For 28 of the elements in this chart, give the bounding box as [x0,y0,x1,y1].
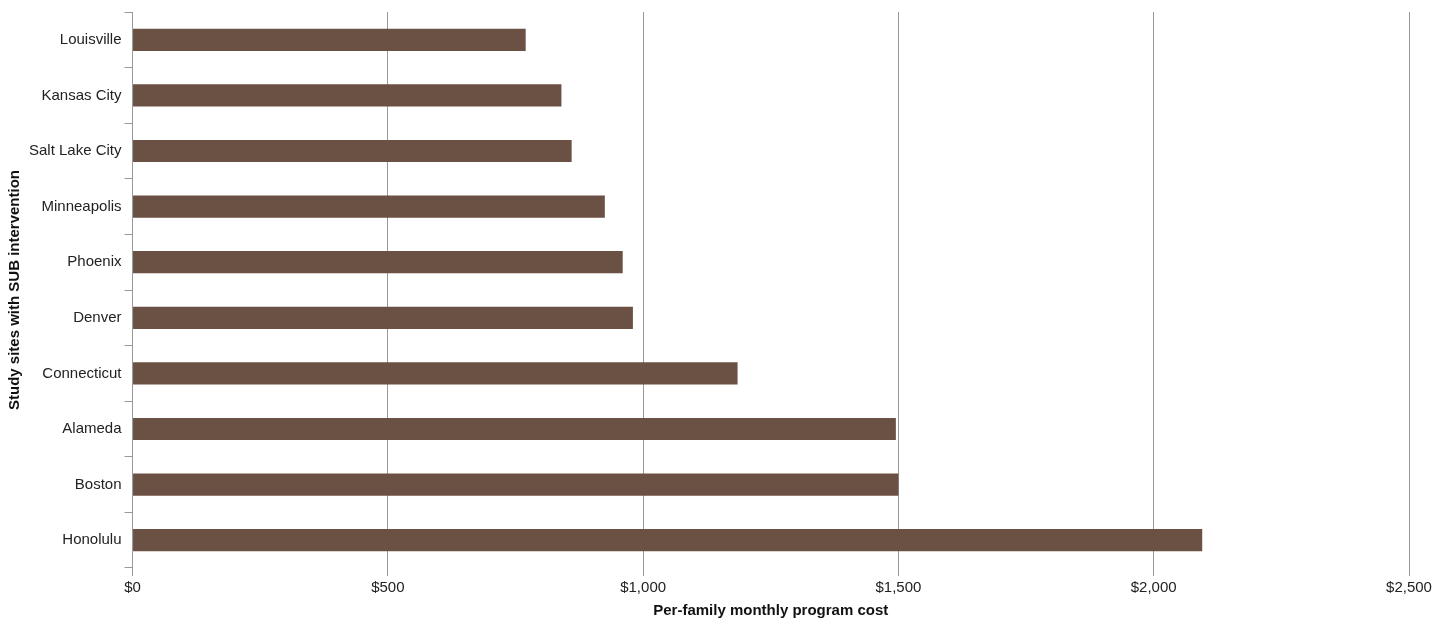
y-tick-label: Boston [74,474,122,492]
bar [133,28,526,51]
x-tick-label: $1,500 [875,578,922,596]
bar [133,251,623,274]
x-tick-label: $1,000 [620,578,667,596]
x-axis-title: Per-family monthly program cost [653,601,889,619]
bar [133,306,633,329]
x-tick-label: $2,000 [1130,578,1177,596]
y-tick-label: Honolulu [62,530,122,548]
x-tick-label: $0 [124,578,141,596]
x-tick-label: $500 [371,578,405,596]
y-tick-label: Connecticut [42,363,123,381]
bar [133,139,572,163]
y-tick-label: Alameda [62,419,123,437]
y-tick-label: Denver [73,307,122,325]
y-tick-label: Salt Lake City [28,141,123,159]
y-tick-label: Phoenix [67,252,123,270]
bar [133,473,899,496]
y-tick-label: Louisville [59,29,122,47]
y-tick-label: Minneapolis [41,196,122,214]
y-tick-label: Kansas City [41,85,123,103]
bar [133,529,1203,552]
x-tick-label: $2,500 [1386,578,1432,596]
bar [133,84,562,107]
y-axis-title: Study sites with SUB intervention [5,169,23,411]
bar [133,195,605,218]
bar [133,362,738,385]
bar [133,417,896,441]
